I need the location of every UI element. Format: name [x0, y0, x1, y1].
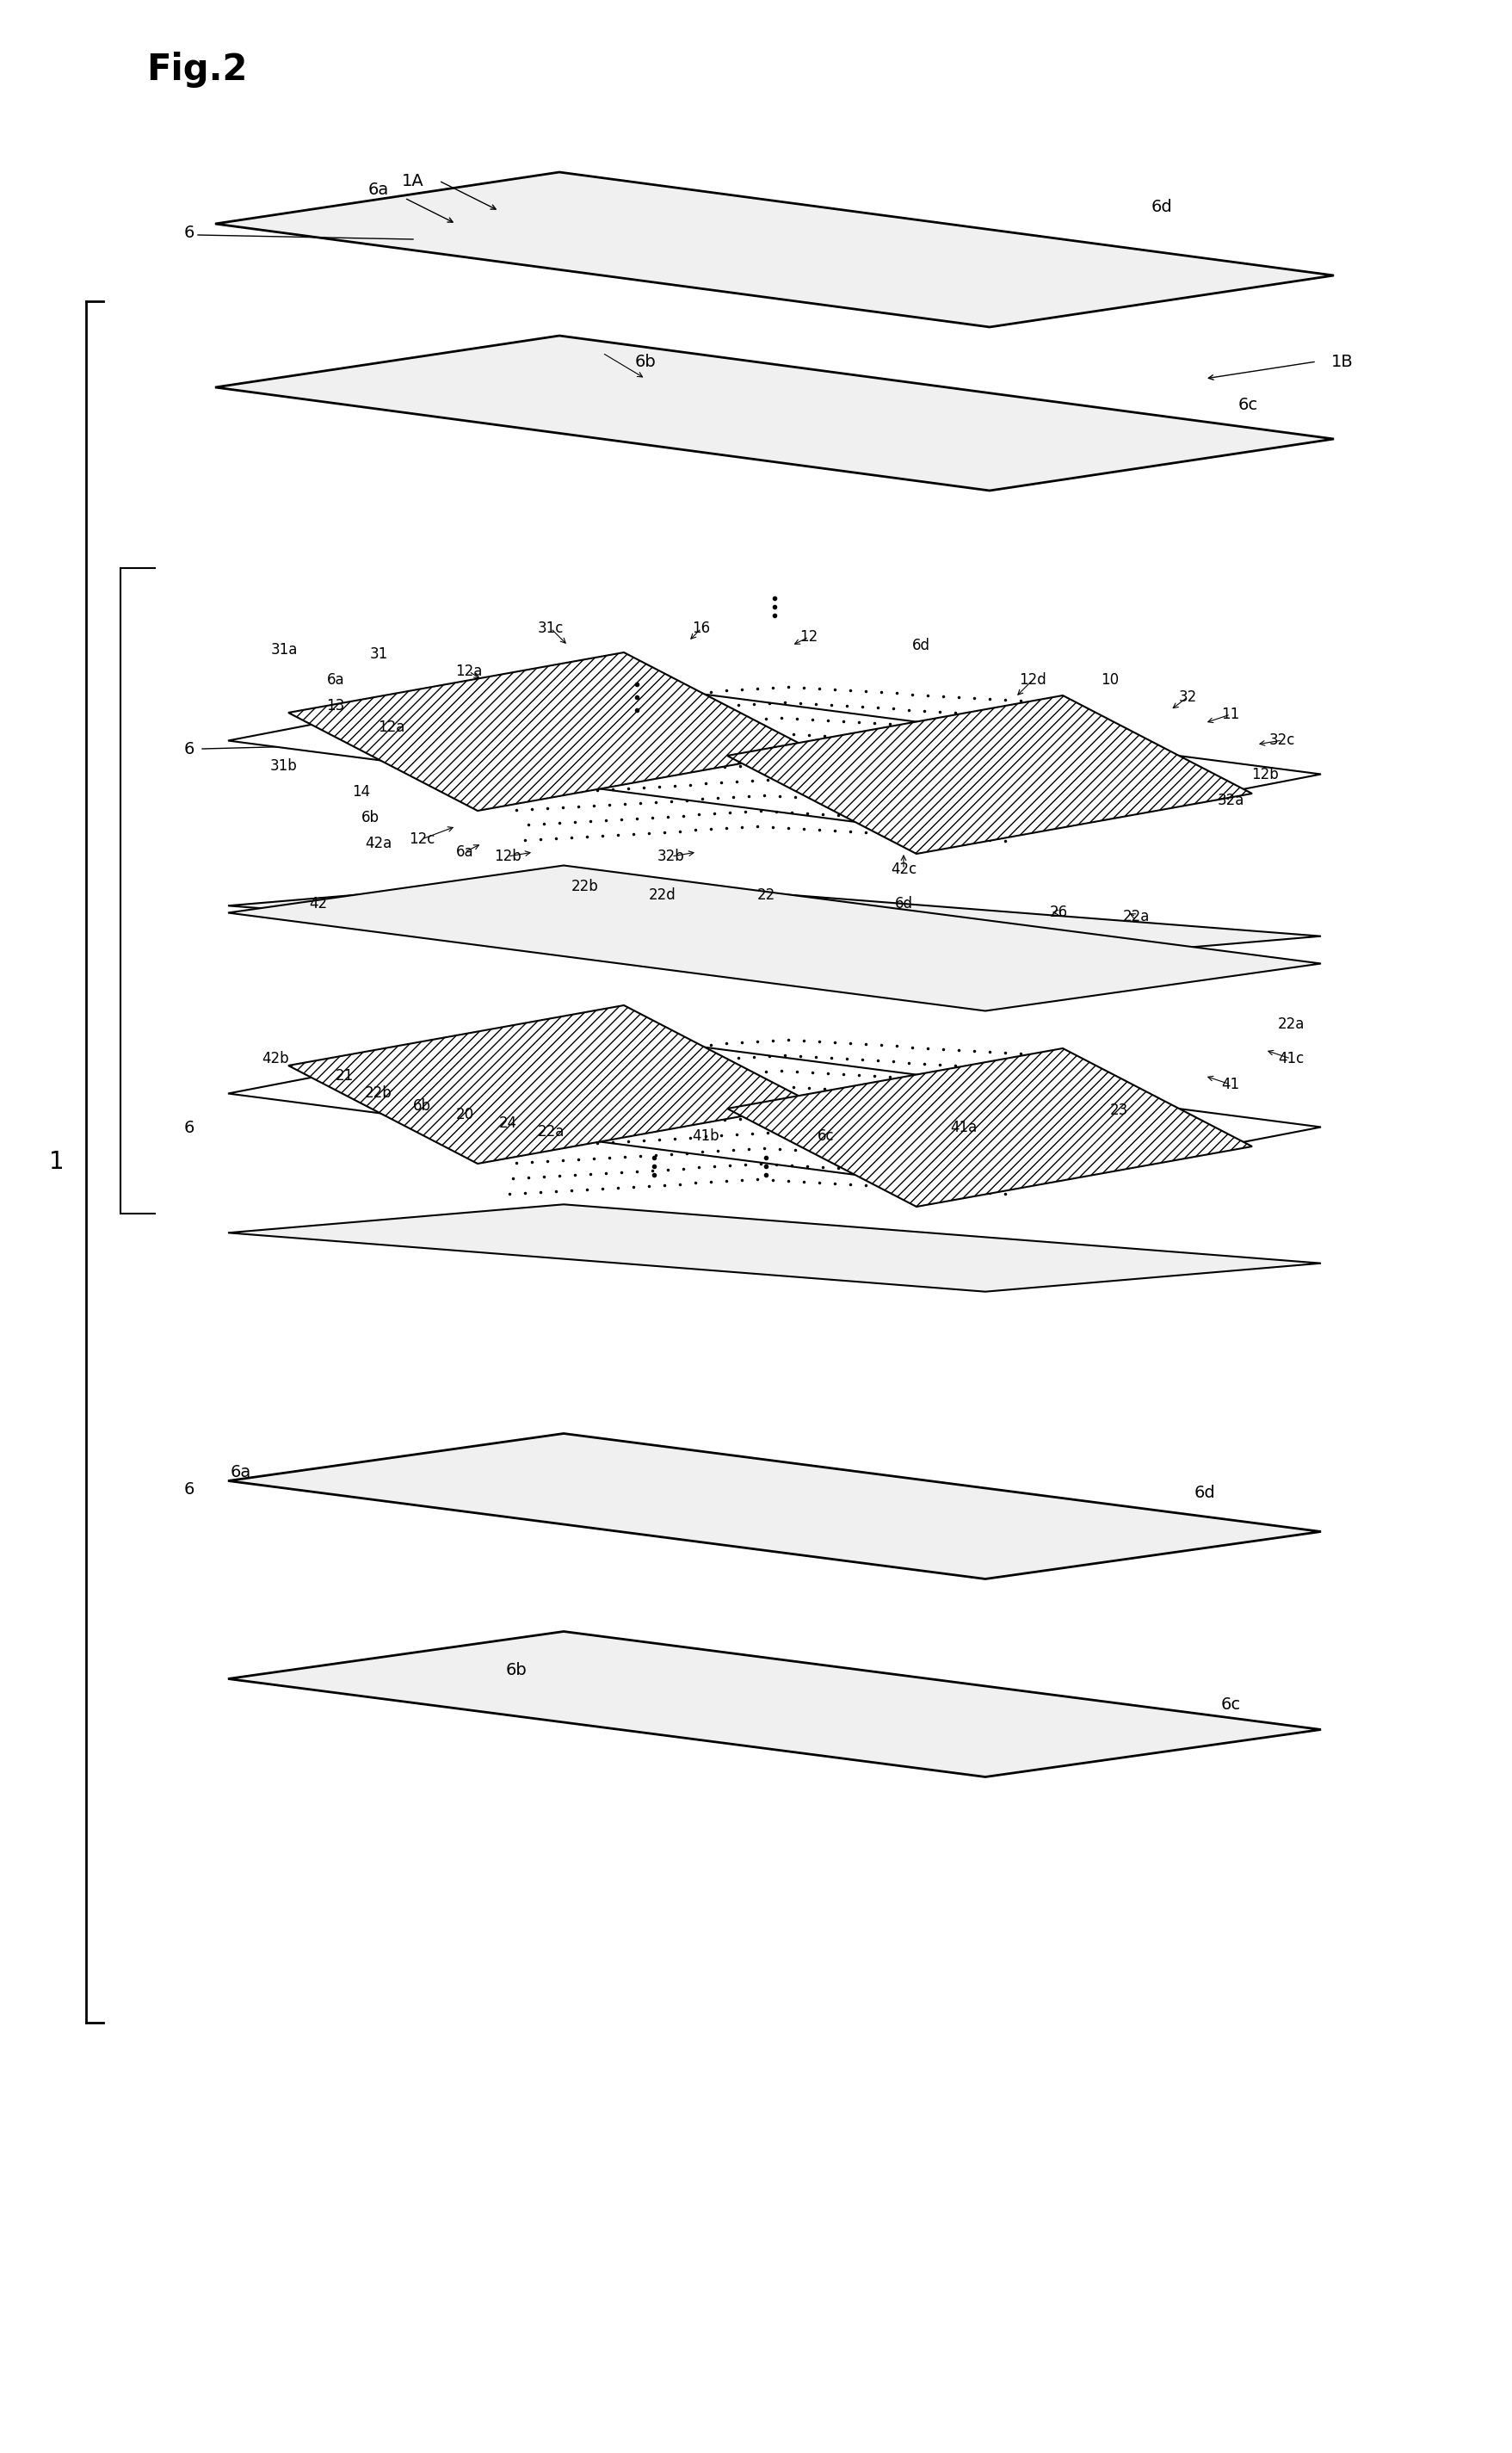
- Text: 32c: 32c: [1269, 733, 1294, 748]
- Text: 6b: 6b: [413, 1099, 431, 1114]
- Text: 16: 16: [692, 621, 711, 635]
- Text: 22b: 22b: [364, 1084, 392, 1101]
- Text: 6d: 6d: [912, 638, 930, 652]
- Text: 31a: 31a: [271, 643, 298, 657]
- Polygon shape: [289, 652, 813, 812]
- Text: 32a: 32a: [1217, 792, 1243, 807]
- Text: 22: 22: [756, 888, 774, 903]
- Polygon shape: [228, 1204, 1320, 1293]
- Text: 12b: 12b: [1250, 768, 1278, 783]
- Polygon shape: [228, 1433, 1320, 1580]
- Polygon shape: [228, 878, 1320, 964]
- Text: 31c: 31c: [537, 621, 564, 635]
- Polygon shape: [228, 1631, 1320, 1776]
- Text: 6c: 6c: [816, 1128, 835, 1143]
- Text: 6d: 6d: [1151, 199, 1172, 216]
- Text: 11: 11: [1220, 706, 1238, 721]
- Text: 23: 23: [1108, 1101, 1128, 1119]
- Polygon shape: [215, 336, 1334, 491]
- Polygon shape: [228, 1028, 1320, 1192]
- Text: 12d: 12d: [1019, 672, 1046, 687]
- Text: 6a: 6a: [230, 1464, 251, 1479]
- Text: 31b: 31b: [271, 758, 298, 773]
- Text: 22d: 22d: [649, 888, 676, 903]
- Text: 6a: 6a: [455, 844, 473, 861]
- Text: 14: 14: [352, 785, 370, 800]
- Text: 42c: 42c: [891, 861, 916, 878]
- Polygon shape: [727, 697, 1252, 854]
- Text: 1: 1: [50, 1150, 65, 1175]
- Text: 6: 6: [184, 223, 195, 240]
- Polygon shape: [228, 866, 1320, 1011]
- Polygon shape: [215, 172, 1334, 326]
- Text: 42a: 42a: [364, 836, 392, 851]
- Text: 22a: 22a: [1276, 1016, 1303, 1033]
- Text: 1A: 1A: [402, 172, 423, 189]
- Text: 42: 42: [308, 895, 327, 913]
- Text: 22b: 22b: [572, 878, 599, 895]
- Text: 41b: 41b: [691, 1128, 718, 1143]
- Text: 31: 31: [369, 648, 387, 662]
- Text: 12c: 12c: [408, 832, 434, 846]
- Text: 32b: 32b: [658, 849, 685, 863]
- Text: 22a: 22a: [1122, 910, 1149, 925]
- Text: 21: 21: [334, 1067, 354, 1084]
- Polygon shape: [228, 677, 1320, 839]
- Text: 12a: 12a: [455, 665, 482, 679]
- Text: 6a: 6a: [367, 182, 389, 199]
- Text: 12: 12: [800, 628, 818, 645]
- Text: 1B: 1B: [1331, 353, 1353, 370]
- Text: 26: 26: [1049, 905, 1067, 920]
- Text: Fig.2: Fig.2: [147, 52, 246, 88]
- Text: 12a: 12a: [378, 719, 405, 736]
- Text: 32: 32: [1178, 689, 1196, 704]
- Text: 41: 41: [1220, 1077, 1238, 1092]
- Text: 6d: 6d: [894, 895, 912, 913]
- Text: 6a: 6a: [327, 672, 345, 687]
- Text: 6b: 6b: [635, 353, 656, 370]
- Text: 6c: 6c: [1237, 397, 1256, 412]
- Text: 24: 24: [499, 1116, 517, 1131]
- Text: 6b: 6b: [361, 809, 380, 824]
- Text: 12b: 12b: [494, 849, 522, 863]
- Polygon shape: [727, 1047, 1252, 1207]
- Text: 22a: 22a: [537, 1123, 564, 1141]
- Text: 42b: 42b: [262, 1050, 289, 1067]
- Text: 6c: 6c: [1220, 1695, 1240, 1712]
- Text: 41c: 41c: [1278, 1050, 1303, 1067]
- Text: 6b: 6b: [505, 1661, 526, 1678]
- Text: 41a: 41a: [950, 1119, 977, 1136]
- Text: 6: 6: [184, 1119, 195, 1136]
- Text: 6: 6: [184, 741, 195, 758]
- Text: 10: 10: [1101, 672, 1119, 687]
- Polygon shape: [289, 1006, 813, 1163]
- Text: 13: 13: [327, 699, 345, 714]
- Text: 20: 20: [455, 1106, 473, 1123]
- Text: 6d: 6d: [1193, 1484, 1214, 1501]
- Text: 6: 6: [184, 1482, 195, 1496]
